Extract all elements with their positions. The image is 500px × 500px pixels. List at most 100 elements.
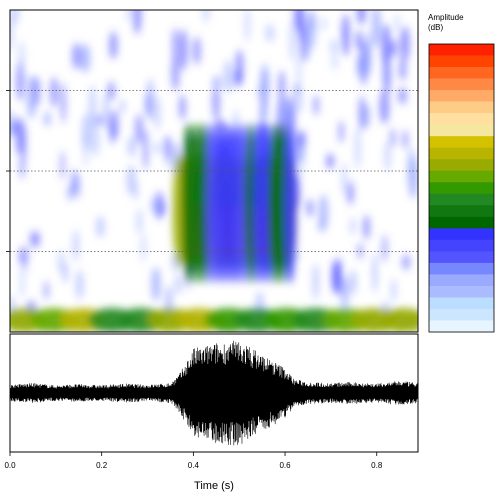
- legend-swatch: [429, 262, 494, 275]
- spectrogram-blob: [140, 233, 146, 262]
- spectrogram-blob: [171, 53, 180, 92]
- legend-swatch: [429, 113, 494, 125]
- spectrogram-blob: [175, 273, 182, 296]
- spectrogram-blob: [245, 10, 250, 43]
- legend-title-line: (dB): [428, 23, 443, 32]
- spectrogram-blob: [294, 10, 303, 31]
- spectrogram-blob: [19, 246, 28, 267]
- legend-swatches: [429, 44, 494, 333]
- spectrogram-blob: [313, 94, 319, 116]
- spectrogram-blob: [383, 56, 391, 96]
- spectrogram-blob: [146, 78, 154, 123]
- legend-swatch: [429, 101, 494, 114]
- spectrogram-blob: [306, 10, 317, 50]
- x-axis-title: Time (s): [194, 480, 234, 492]
- spectrogram-blob: [334, 257, 342, 296]
- legend-swatch: [429, 136, 494, 148]
- legend-frame: [428, 43, 495, 333]
- legend-swatch: [429, 205, 494, 218]
- spectrogram-blob: [109, 109, 119, 141]
- legend-swatch: [429, 193, 494, 206]
- spectrogram-blob: [127, 135, 137, 158]
- spectrogram-blob: [359, 52, 367, 79]
- spectrogram-blob: [61, 82, 66, 124]
- spectrogram-blob: [306, 198, 314, 218]
- spectrogram-blob: [223, 59, 233, 94]
- spectrogram-blob: [179, 29, 188, 71]
- spectrogram-blob: [341, 162, 347, 195]
- spectrogram-blob: [163, 135, 172, 160]
- legend-title-line: Amplitude: [428, 13, 464, 22]
- spectrogram-blob: [338, 120, 344, 143]
- spectrogram-blob: [347, 180, 354, 205]
- spectrogram-blob: [30, 230, 40, 248]
- spectrogram-blob: [67, 184, 73, 202]
- spectrogram-blob: [44, 280, 49, 300]
- spectrogram-blob: [326, 153, 335, 170]
- legend-swatch: [429, 55, 494, 68]
- spectrogram-blob: [407, 146, 415, 186]
- legend-swatch: [429, 90, 494, 102]
- spectrogram-marks: [10, 10, 418, 332]
- spectrogram-blob: [382, 234, 388, 263]
- spectrogram-blob: [15, 116, 24, 156]
- spectrogram-y-ticks: [6, 90, 10, 252]
- spectrogram-blob: [365, 32, 372, 76]
- spectrogram-blob: [265, 24, 275, 43]
- spectrogram-blob: [83, 131, 88, 169]
- spectrogram-blob: [398, 87, 407, 105]
- spectrogram-blob: [391, 278, 397, 303]
- spectrogram-blob: [133, 10, 142, 35]
- spectrogram-blob: [142, 128, 149, 170]
- spectrogram-blob: [372, 251, 377, 294]
- legend-swatch: [429, 308, 494, 321]
- spectrogram-blob: [320, 17, 327, 31]
- spectrogram-blob: [109, 31, 118, 60]
- spectrogram-blob: [11, 119, 17, 136]
- spectrogram-blob: [381, 23, 391, 65]
- oscillogram-panel: 0.0 0.2 0.4 0.6 0.8 Time (s): [4, 333, 419, 492]
- oscillogram-marks: [10, 340, 418, 446]
- spectrogram-blob: [43, 111, 51, 127]
- spectrogram-blob: [398, 57, 407, 81]
- spectrogram-blob: [154, 95, 161, 131]
- spectrogram-blob: [202, 10, 210, 23]
- legend-swatch: [429, 274, 494, 287]
- waveform-line: [10, 340, 418, 446]
- legend-swatch: [429, 239, 494, 252]
- spectrogram-blob: [379, 89, 390, 124]
- spectrogram-blob: [154, 191, 164, 220]
- spectrogram-blob: [28, 75, 37, 91]
- spectrogram-blob: [71, 169, 78, 196]
- spectrogram-blob: [18, 40, 25, 75]
- spectrogram-blob: [299, 23, 308, 63]
- legend-swatch: [429, 147, 494, 160]
- spectrogram-blob: [363, 214, 370, 240]
- spectrogram-blob: [150, 197, 159, 214]
- spectrogram-blob: [329, 39, 339, 54]
- x-tick-label: 0.4: [188, 461, 200, 470]
- spectrogram-blob: [312, 263, 319, 300]
- spectrogram-energy: [10, 10, 418, 332]
- spectrogram-blob: [296, 129, 306, 148]
- spectrogram-blob: [96, 215, 105, 238]
- spectrogram-blob: [341, 13, 350, 57]
- spectrogram-blob: [212, 85, 220, 120]
- legend-swatch: [429, 320, 494, 333]
- spectrogram-blob: [10, 10, 19, 25]
- x-tick-label: 0.8: [371, 461, 383, 470]
- spectrogram-blob: [126, 165, 137, 196]
- spectrogram-blob: [355, 30, 363, 51]
- legend-swatch: [429, 228, 494, 241]
- spectrogram-blob: [278, 70, 285, 107]
- spectrogram-panel: [6, 9, 419, 333]
- spectrogram-blob: [290, 19, 296, 62]
- spectrogram-blob: [151, 266, 161, 302]
- spectrogram-blob: [400, 26, 410, 62]
- spectrogram-blob: [390, 127, 396, 148]
- spectrogram-blob: [394, 13, 400, 34]
- spectrogram-blob: [72, 229, 79, 262]
- spectrogram-blob: [172, 27, 179, 60]
- spectrogram-blob: [384, 140, 391, 172]
